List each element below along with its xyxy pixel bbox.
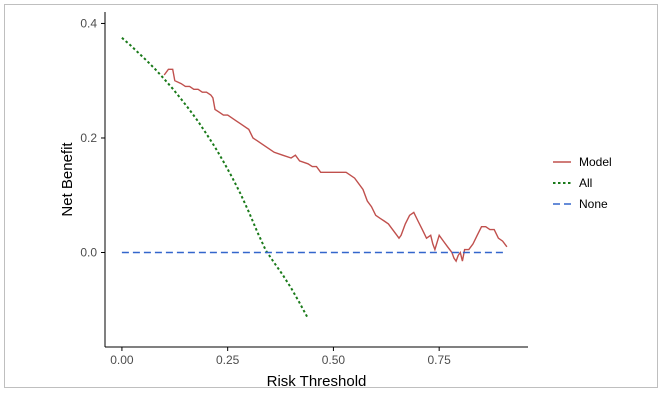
y-tick-label: 0.4 <box>80 16 97 30</box>
x-tick-label: 0.50 <box>322 353 346 367</box>
chart-frame <box>4 4 658 388</box>
legend-label-all: All <box>579 176 592 190</box>
x-tick-label: 0.25 <box>216 353 240 367</box>
y-axis-title: Net Benefit <box>59 142 76 217</box>
ticks-layer: 0.00 0.25 0.50 0.75 0.0 0.2 0.4 <box>80 16 451 367</box>
x-axis-title: Risk Threshold <box>267 373 367 390</box>
x-tick-label: 0.00 <box>110 353 134 367</box>
y-tick-label: 0.0 <box>80 246 97 260</box>
series-line-model <box>163 68 508 263</box>
x-tick-label: 0.75 <box>427 353 451 367</box>
series-line-all <box>121 37 309 319</box>
axes <box>104 12 528 348</box>
series-layer <box>121 37 508 319</box>
legend-label-model: Model <box>579 155 612 169</box>
legend: Model All None <box>553 155 612 211</box>
legend-label-none: None <box>579 197 608 211</box>
y-tick-label: 0.2 <box>80 131 97 145</box>
